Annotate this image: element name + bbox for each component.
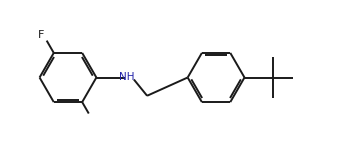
Text: NH: NH [119, 73, 134, 82]
Text: F: F [38, 30, 45, 40]
